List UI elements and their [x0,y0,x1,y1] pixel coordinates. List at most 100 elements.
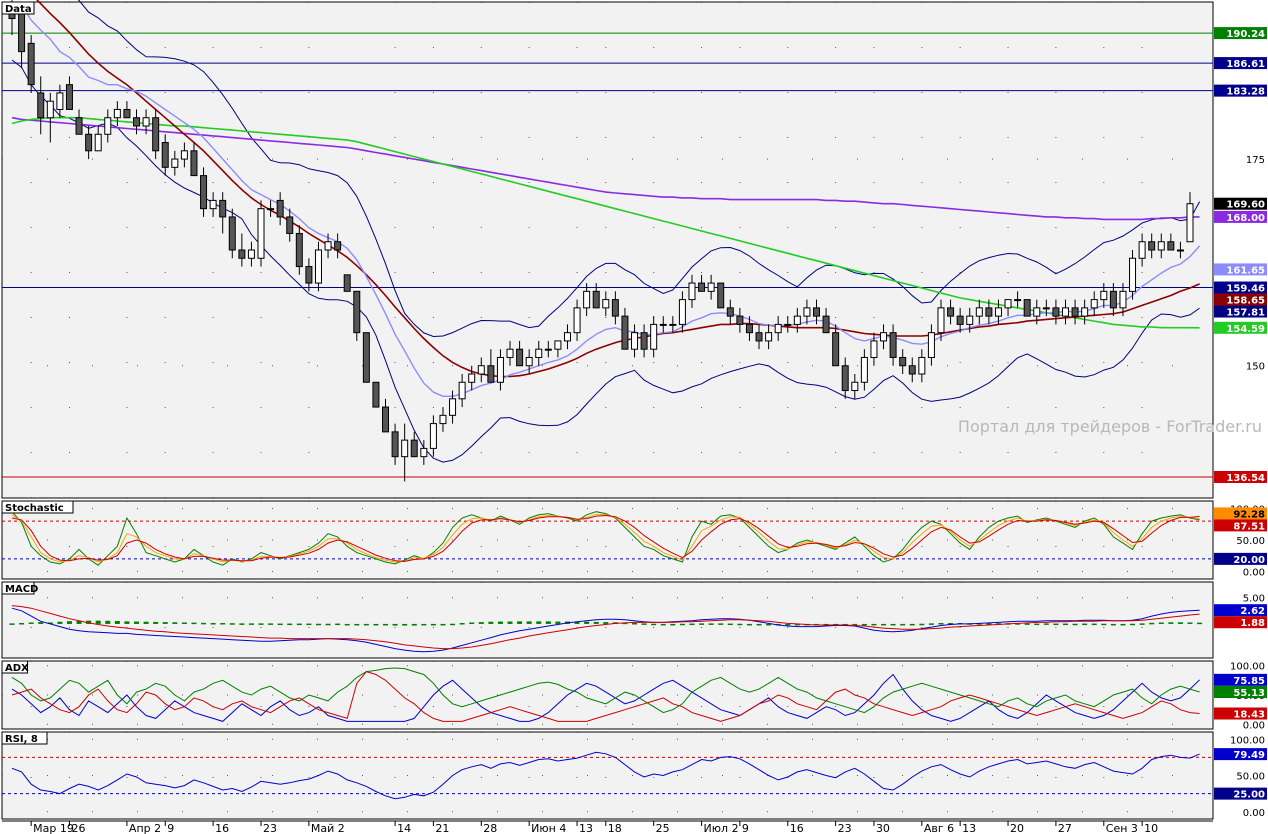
candle [75,109,83,135]
candle-body [18,9,26,53]
x-tick-label: 20 [1010,822,1024,834]
histogram-bar [277,623,283,626]
histogram-bar [95,620,101,624]
y-tick-label: 150 [1246,362,1265,373]
histogram-bar [306,623,312,626]
candle-body [870,340,878,358]
histogram-bar [469,622,475,624]
candle [314,241,322,292]
price-label: 25.00 [1233,790,1265,801]
candle [554,340,562,358]
candle [468,365,476,391]
candle-body [659,323,667,326]
candle [238,233,246,267]
histogram-bar [181,622,187,624]
histogram-bar [708,623,714,625]
histogram-bar [392,623,398,626]
candle-body [937,307,945,334]
histogram-bar [354,623,360,626]
candle [583,283,591,317]
candle [889,324,897,366]
candle-body [1033,307,1041,317]
candle-body [104,117,112,135]
candle-body [1148,241,1156,251]
price-label: 161.65 [1226,265,1265,276]
price-label: 168.00 [1226,213,1265,224]
histogram-bar [220,623,226,625]
histogram-bar [976,623,982,625]
histogram-bar [229,623,235,625]
histogram-bar [1158,622,1164,624]
bollinger-upper-line [77,0,1201,338]
candle [611,291,619,325]
histogram-bar [1168,622,1174,624]
candle [228,208,236,259]
sma-200-line [11,116,1200,329]
candle [1148,233,1156,259]
histogram-bar [497,621,503,624]
histogram-bar [248,623,254,625]
series-line-2 [11,514,1200,562]
price-label-bg [1214,673,1267,686]
candle [449,390,457,424]
x-tick-label: 28 [483,822,497,834]
histogram-bar [718,623,724,625]
histogram-bar [478,622,484,624]
candle [1014,291,1022,308]
x-tick-label: 14 [397,822,411,834]
y-tick-label: 100.00 [1230,735,1265,746]
histogram-bar [430,623,436,626]
histogram-bar [47,622,53,624]
candle [123,101,131,119]
candle [1109,283,1117,317]
histogram-bar [124,621,130,624]
histogram-bar [1034,623,1040,626]
histogram-bar [641,623,647,625]
candle-body [736,315,744,325]
candle [209,192,217,217]
histogram-bar [335,623,341,626]
candle-body [391,431,399,458]
candle-body [1023,299,1031,317]
histogram-bar [593,621,599,624]
candle [295,225,303,275]
price-label-bg [1214,305,1267,318]
histogram-bar [239,623,245,625]
candle [247,241,255,267]
macd-histogram [9,620,1203,626]
histogram-bar [871,623,877,626]
pane-title: Stochastic [5,503,64,514]
candle [602,291,610,317]
candle [1004,299,1012,317]
candle [410,431,418,458]
pane-title-box [1,660,28,674]
x-tick-label: Апр 2 [129,822,161,834]
x-tick-label: Авг 6 [924,822,954,834]
x-tick-label: Сен 3 [1106,822,1138,834]
x-tick-label: 10 [1144,822,1158,834]
candle [803,299,811,325]
candle [621,307,629,350]
candle [200,167,208,217]
price-label: 2.62 [1240,606,1265,617]
x-tick-label: 21 [435,822,449,834]
candle [544,340,552,358]
histogram-bar [651,623,657,626]
histogram-bar [153,621,159,624]
x-tick-label: 16 [215,822,229,834]
candle [774,316,782,341]
candle-body [171,158,179,168]
candle-body [85,133,93,152]
pane-2: 5.00 MACD 2.621.88 [1,581,1267,659]
price-label: 92.28 [1233,509,1265,520]
x-tick-label: 18 [608,822,622,834]
candle-body [717,282,725,309]
x-tick-label: Май 2 [311,822,345,834]
candle [85,126,93,160]
candle-body [707,282,715,292]
candle-body [487,365,495,383]
histogram-bar [9,623,15,625]
pane-title: Data [5,4,32,15]
